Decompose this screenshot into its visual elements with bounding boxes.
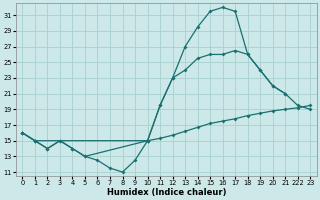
X-axis label: Humidex (Indice chaleur): Humidex (Indice chaleur) xyxy=(107,188,226,197)
